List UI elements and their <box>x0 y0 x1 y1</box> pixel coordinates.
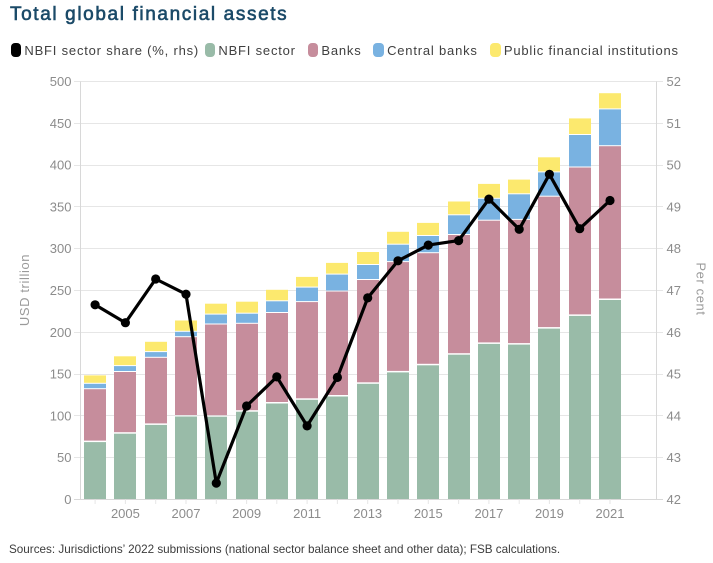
svg-text:Per cent: Per cent <box>694 262 709 315</box>
svg-text:200: 200 <box>50 325 72 340</box>
svg-text:100: 100 <box>50 408 72 423</box>
svg-text:350: 350 <box>50 199 72 214</box>
svg-text:48: 48 <box>667 241 681 256</box>
svg-text:2009: 2009 <box>232 506 261 521</box>
svg-text:2007: 2007 <box>172 506 201 521</box>
svg-text:150: 150 <box>50 367 72 382</box>
svg-text:450: 450 <box>50 116 72 131</box>
svg-text:49: 49 <box>667 199 681 214</box>
svg-text:50: 50 <box>57 450 71 465</box>
svg-text:0: 0 <box>64 492 71 507</box>
svg-text:2011: 2011 <box>293 506 321 521</box>
svg-text:400: 400 <box>50 158 72 173</box>
svg-text:2013: 2013 <box>353 506 382 521</box>
svg-text:2005: 2005 <box>111 506 140 521</box>
svg-text:52: 52 <box>667 74 681 89</box>
svg-text:2019: 2019 <box>535 506 564 521</box>
svg-text:2015: 2015 <box>414 506 443 521</box>
svg-text:51: 51 <box>667 116 681 131</box>
svg-text:44: 44 <box>667 408 681 423</box>
svg-text:43: 43 <box>667 450 681 465</box>
svg-text:USD trillion: USD trillion <box>17 254 32 326</box>
svg-text:300: 300 <box>50 241 72 256</box>
svg-text:46: 46 <box>667 325 681 340</box>
svg-text:42: 42 <box>667 492 681 507</box>
svg-text:2017: 2017 <box>474 506 503 521</box>
svg-text:2021: 2021 <box>596 506 625 521</box>
svg-text:47: 47 <box>667 283 681 298</box>
svg-text:250: 250 <box>50 283 72 298</box>
svg-text:50: 50 <box>667 158 681 173</box>
svg-text:500: 500 <box>50 74 72 89</box>
svg-text:45: 45 <box>667 367 681 382</box>
